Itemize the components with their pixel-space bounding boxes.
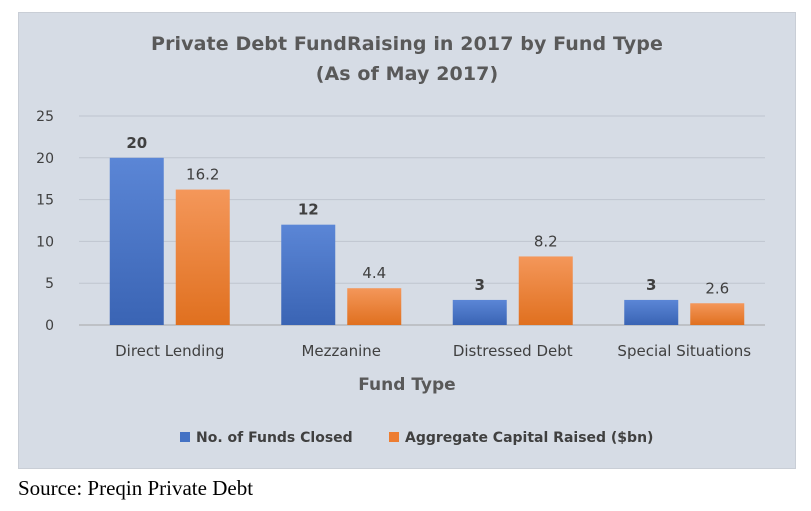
chart-panel: Private Debt FundRaising in 2017 by Fund…	[18, 12, 796, 469]
bar-chart: 0 5 10 15 20 25 20 16.2 Direct Lending 12 4.4 Mezza…	[36, 109, 765, 446]
x-axis-title: Fund Type	[358, 375, 455, 395]
data-label: 2.6	[705, 279, 729, 297]
legend-swatch	[180, 432, 190, 442]
bar-funds-closed	[281, 224, 336, 325]
x-tick-label: Mezzanine	[301, 342, 381, 360]
data-label: 3	[475, 276, 485, 294]
y-tick-label: 25	[36, 109, 54, 125]
legend-label: Aggregate Capital Raised ($bn)	[405, 430, 653, 446]
y-tick-label: 10	[36, 234, 54, 250]
bar-capital-raised	[518, 256, 573, 325]
x-tick-label: Distressed Debt	[453, 342, 573, 360]
legend-swatch	[389, 432, 399, 442]
y-tick-label: 5	[45, 276, 54, 292]
data-label: 20	[126, 134, 147, 152]
bar-capital-raised	[175, 189, 230, 325]
legend-label: No. of Funds Closed	[196, 430, 353, 446]
bar-funds-closed	[452, 299, 507, 325]
y-tick-label: 20	[36, 151, 54, 167]
data-label: 16.2	[186, 166, 219, 184]
bar-capital-raised	[690, 303, 745, 325]
y-tick-label: 0	[45, 318, 54, 334]
data-label: 4.4	[362, 264, 386, 282]
bar-capital-raised	[347, 288, 402, 325]
y-tick-label: 15	[36, 193, 54, 209]
source-note: Source: Preqin Private Debt	[18, 476, 254, 500]
x-tick-label: Special Situations	[617, 342, 751, 360]
chart-subtitle: (As of May 2017)	[315, 63, 499, 85]
bar-funds-closed	[109, 157, 164, 325]
bar-funds-closed	[624, 299, 679, 325]
x-tick-label: Direct Lending	[115, 342, 224, 360]
chart-title: Private Debt FundRaising in 2017 by Fund…	[151, 33, 663, 55]
data-label: 3	[646, 276, 656, 294]
data-label: 8.2	[534, 232, 558, 250]
data-label: 12	[298, 201, 319, 219]
